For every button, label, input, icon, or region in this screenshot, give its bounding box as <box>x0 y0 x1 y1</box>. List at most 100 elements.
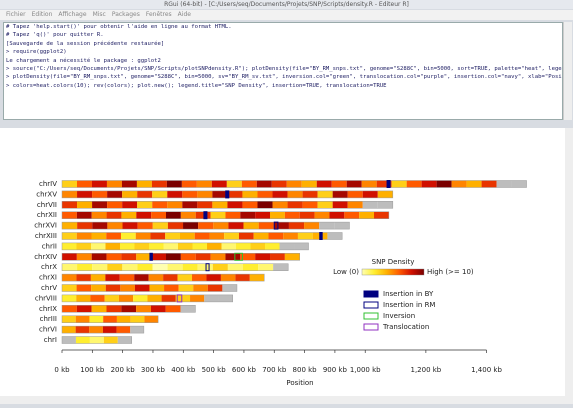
menu-bar: Fichier Edition Affichage Misc Packages Fenêt… <box>0 10 573 20</box>
density-bin <box>242 263 259 271</box>
feature <box>234 252 243 261</box>
density-bin <box>304 222 320 230</box>
density-bin <box>90 274 106 282</box>
density-bin <box>62 211 77 219</box>
density-bin <box>77 201 93 209</box>
density-bin <box>116 326 131 334</box>
density-bin <box>287 190 303 198</box>
density-bin <box>106 180 122 188</box>
x-tick-label: 0 kb <box>54 366 70 374</box>
density-bin <box>273 222 289 230</box>
density-bin <box>102 326 117 334</box>
density-bin <box>197 263 213 271</box>
density-bin <box>163 274 178 282</box>
menu-item[interactable]: Misc <box>92 11 106 18</box>
density-bin <box>391 180 407 188</box>
density-bin <box>346 180 362 188</box>
density-bin <box>130 315 145 323</box>
density-bin <box>192 242 208 250</box>
density-bin <box>62 326 76 334</box>
density-bin <box>195 253 211 261</box>
density-bin <box>121 180 137 188</box>
density-bin <box>294 242 309 250</box>
menu-item[interactable]: Affichage <box>58 11 87 18</box>
density-bin <box>106 253 122 261</box>
density-bin <box>182 201 198 209</box>
menu-item[interactable]: Fenêtres <box>145 11 172 18</box>
density-bin <box>332 201 348 209</box>
density-bin <box>135 232 151 240</box>
chromosome-bar <box>61 211 390 219</box>
chromosome-bar <box>61 221 350 230</box>
density-bin <box>134 284 150 292</box>
density-bin <box>511 180 527 188</box>
density-bin <box>299 211 315 219</box>
legend-swatch <box>363 301 379 309</box>
density-bin <box>167 263 183 271</box>
density-bin <box>178 284 194 292</box>
chromosome-bar <box>61 232 343 240</box>
menu-item[interactable]: Edition <box>31 11 53 18</box>
density-bin <box>317 190 333 198</box>
x-tick-label: 1,200 kb <box>410 366 441 374</box>
feature <box>149 252 153 261</box>
x-tick-label: 900 kb <box>323 366 348 374</box>
density-bin <box>149 284 165 292</box>
v-scrollbar[interactable] <box>565 128 573 404</box>
density-bin <box>180 253 196 261</box>
menu-item[interactable]: Aide <box>177 11 191 18</box>
density-bin <box>227 263 243 271</box>
density-bin <box>272 190 288 198</box>
scale-high-label: High (>= 10) <box>427 268 474 276</box>
density-bin <box>225 211 241 219</box>
density-bin <box>62 201 78 209</box>
density-bin <box>286 180 302 188</box>
chromosome-label: chrV <box>41 284 57 292</box>
h-scrollbar[interactable] <box>0 396 565 404</box>
density-bin <box>165 232 180 240</box>
density-bin <box>89 336 104 344</box>
chromosome-label: chrXV <box>36 190 57 198</box>
density-bin <box>301 180 317 188</box>
density-bin <box>62 253 77 261</box>
density-bin <box>421 180 437 188</box>
legend-swatch <box>363 290 379 298</box>
chromosome-bar <box>61 294 233 303</box>
density-bin <box>192 274 207 282</box>
console-line: > require(ggplot2) <box>6 49 67 56</box>
density-bin <box>62 232 77 240</box>
chromosome-label: chrXII <box>37 211 57 219</box>
density-bin <box>213 222 229 230</box>
console[interactable]: # Tapez 'help.start()' pour obtenir l'ai… <box>3 22 563 120</box>
density-bin <box>134 242 150 250</box>
menu-item[interactable]: Fichier <box>6 11 26 18</box>
density-bin <box>481 180 497 188</box>
density-bin <box>179 232 195 240</box>
density-bin <box>144 315 159 323</box>
chromosome-bar <box>61 315 159 323</box>
density-bin <box>167 190 183 198</box>
density-bin <box>120 284 135 292</box>
density-bin <box>136 305 151 313</box>
chromosome-label: chrXVI <box>34 222 57 230</box>
density-bin <box>257 201 273 209</box>
density-bin <box>327 232 343 240</box>
density-bin <box>256 180 272 188</box>
density-bin <box>258 263 274 271</box>
chromosome-label: chrXI <box>39 274 57 282</box>
density-bin <box>193 284 208 292</box>
density-bin <box>167 222 184 230</box>
menu-item[interactable]: Packages <box>111 11 140 18</box>
density-bin <box>62 180 77 188</box>
scrollbar[interactable] <box>563 22 572 120</box>
density-bin <box>207 242 222 250</box>
chromosome-label: chrXIV <box>34 253 57 261</box>
feature <box>273 221 279 230</box>
density-bin <box>91 211 107 219</box>
feature <box>225 190 230 199</box>
legend-swatch <box>363 312 379 320</box>
density-bin <box>91 180 107 188</box>
density-bin <box>62 294 77 302</box>
density-bin <box>121 253 137 261</box>
density-bin <box>271 180 287 188</box>
